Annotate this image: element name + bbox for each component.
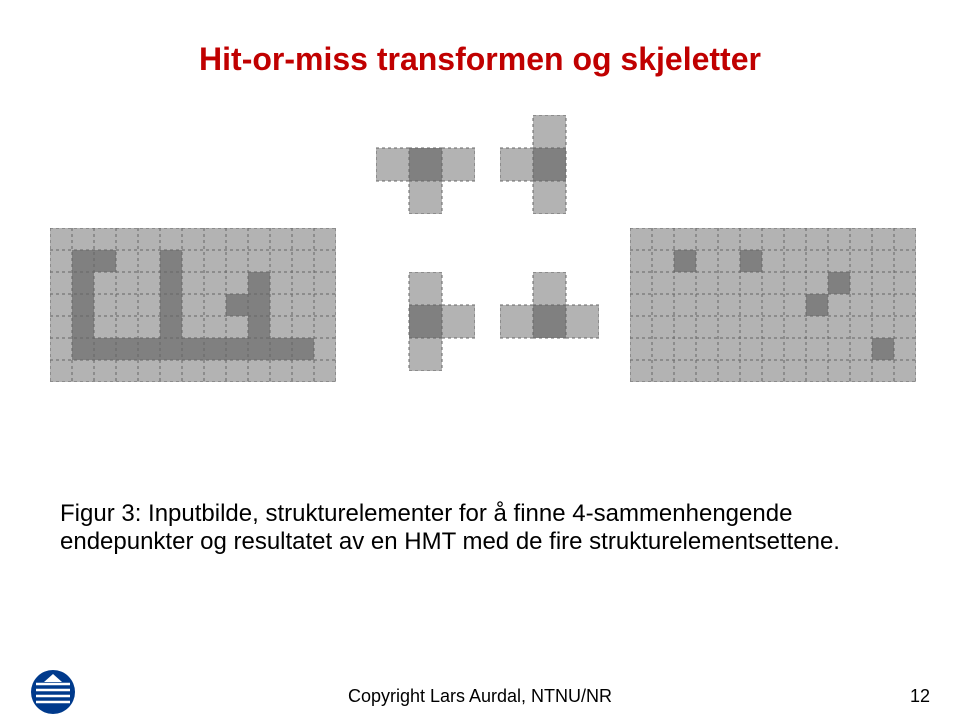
- page-number: 12: [910, 686, 930, 707]
- struct-elem-right: [500, 115, 599, 214]
- page-title: Hit-or-miss transformen og skjeletter: [0, 41, 960, 78]
- copyright-text: Copyright Lars Aurdal, NTNU/NR: [0, 686, 960, 707]
- output-grid: [630, 228, 916, 382]
- struct-elem-left: [376, 272, 475, 371]
- input-grid: [50, 228, 336, 382]
- ntnu-logo-icon: [30, 669, 76, 715]
- struct-elem-up: [376, 115, 475, 214]
- struct-elem-down: [500, 272, 599, 371]
- figure-caption: Figur 3: Inputbilde, strukturelementer f…: [60, 500, 900, 556]
